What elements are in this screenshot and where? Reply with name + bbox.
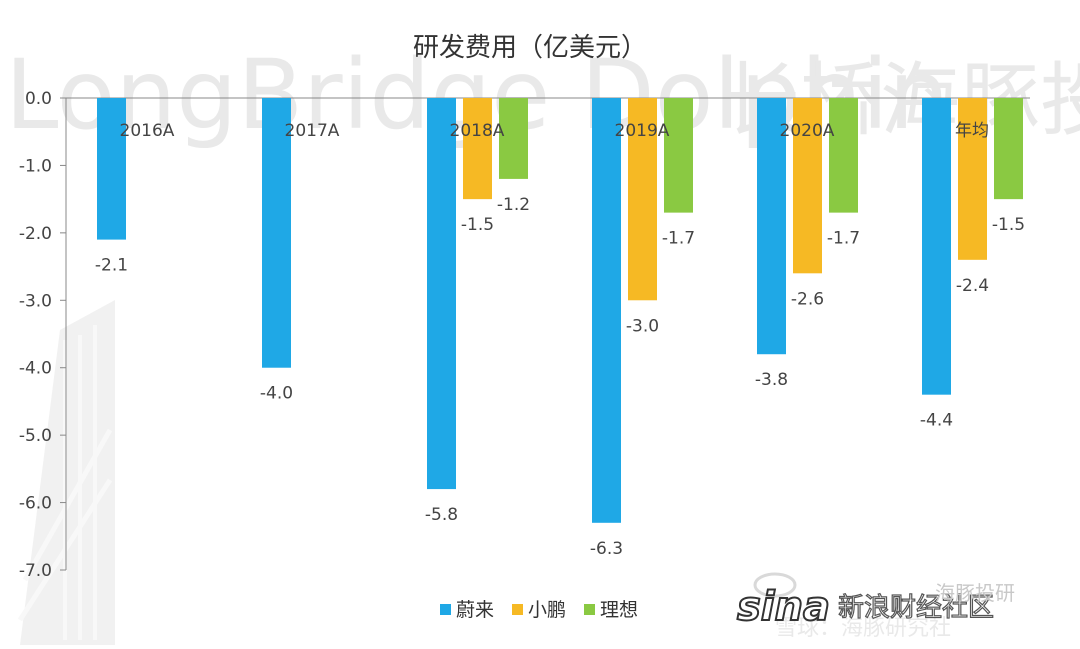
- legend-swatch: [440, 604, 451, 615]
- bar: [922, 98, 951, 395]
- bar-value-label: -2.6: [791, 289, 824, 309]
- bar: [592, 98, 621, 523]
- watermark-logo-icon: [17, 300, 115, 645]
- legend-label: 小鹏: [528, 599, 566, 621]
- brand-text: 新浪财经社区: [838, 593, 994, 623]
- bar-value-label: -1.2: [497, 195, 530, 215]
- bar: [829, 98, 858, 213]
- y-tick-label: -6.0: [19, 494, 52, 514]
- watermark-faint-footer: 雪球：海豚研究社: [775, 616, 951, 641]
- x-category-label: 2016A: [120, 121, 175, 141]
- legend: 蔚来 小鹏 理想: [440, 599, 638, 621]
- bar: [262, 98, 291, 368]
- bar: [463, 98, 492, 200]
- x-category-label: 2018A: [450, 121, 505, 141]
- bar: [793, 98, 822, 274]
- bar-value-label: -2.1: [95, 256, 128, 276]
- chart-title: 研发费用（亿美元）: [413, 33, 647, 63]
- value-labels: -2.1-4.0-5.8-1.5-1.2-6.3-3.0-1.7-3.8-2.6…: [95, 195, 1025, 559]
- bar: [499, 98, 528, 179]
- bar: [427, 98, 456, 490]
- bar: [664, 98, 693, 213]
- x-category-label: 年均: [955, 121, 989, 141]
- svg-text:sina: sina: [737, 584, 830, 630]
- y-tick-label: -5.0: [19, 426, 52, 446]
- y-tick-label: -1.0: [19, 156, 52, 176]
- bars-layer: [97, 98, 1023, 523]
- x-category-label: 2020A: [780, 121, 835, 141]
- y-tick-label: 0.0: [25, 89, 52, 109]
- bar: [958, 98, 987, 260]
- legend-swatch: [512, 604, 523, 615]
- legend-label: 理想: [600, 599, 638, 621]
- sina-logo-icon: sina: [736, 572, 831, 631]
- bar: [628, 98, 657, 301]
- x-category-label: 2019A: [615, 121, 670, 141]
- bar-value-label: -4.4: [920, 411, 953, 431]
- bar-value-label: -4.0: [260, 384, 293, 404]
- legend-label: 蔚来: [456, 599, 494, 621]
- bar-value-label: -5.8: [425, 505, 458, 525]
- y-tick-label: -7.0: [19, 561, 52, 581]
- x-category-label: 2017A: [285, 121, 340, 141]
- y-tick-label: -4.0: [19, 359, 52, 379]
- legend-swatch: [584, 604, 595, 615]
- brand-overlay: sina 新浪财经社区 海豚投研: [736, 572, 1015, 631]
- bar: [97, 98, 126, 240]
- bar-value-label: -1.7: [827, 229, 860, 249]
- wechat-watermark: 海豚投研: [935, 581, 1015, 605]
- bar-value-label: -2.4: [956, 276, 989, 296]
- category-labels: 2016A 2017A 2018A 2019A 2020A 年均: [120, 121, 989, 141]
- y-tick-label: -2.0: [19, 224, 52, 244]
- bar-value-label: -1.5: [461, 215, 494, 235]
- bar: [994, 98, 1023, 200]
- bar: [757, 98, 786, 355]
- bar-value-label: -3.8: [755, 370, 788, 390]
- y-axis: 0.0 -1.0 -2.0 -3.0 -4.0 -5.0 -6.0 -7.0: [19, 89, 1030, 581]
- y-tick-label: -3.0: [19, 291, 52, 311]
- bar-value-label: -3.0: [626, 316, 659, 336]
- bar-value-label: -1.7: [662, 229, 695, 249]
- bar-value-label: -1.5: [992, 215, 1025, 235]
- bar-value-label: -6.3: [590, 539, 623, 559]
